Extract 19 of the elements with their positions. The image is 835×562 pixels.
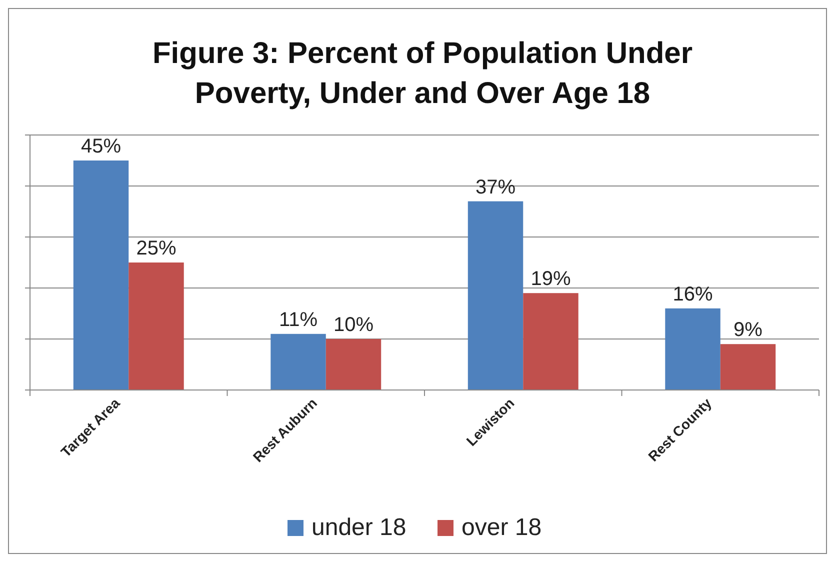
legend-label: under 18	[312, 514, 406, 541]
bar	[523, 293, 578, 390]
legend-label: over 18	[462, 514, 542, 541]
data-label: 10%	[333, 314, 374, 336]
data-label: 25%	[136, 238, 176, 260]
data-label: 11%	[278, 308, 318, 331]
data-label: 37%	[475, 176, 516, 198]
bar	[720, 344, 776, 390]
bar	[468, 201, 524, 390]
bar	[270, 334, 326, 390]
chart-title: Figure 3: Percent of Population Under Poverty, Under and Over Age 18	[152, 37, 693, 110]
data-label: 9%	[734, 319, 763, 342]
bar	[128, 262, 184, 390]
bar	[73, 160, 129, 390]
data-label: 45%	[80, 136, 122, 158]
bar	[326, 339, 382, 390]
bar	[665, 308, 720, 390]
data-label: 19%	[530, 268, 571, 290]
data-label: 16%	[672, 283, 713, 306]
